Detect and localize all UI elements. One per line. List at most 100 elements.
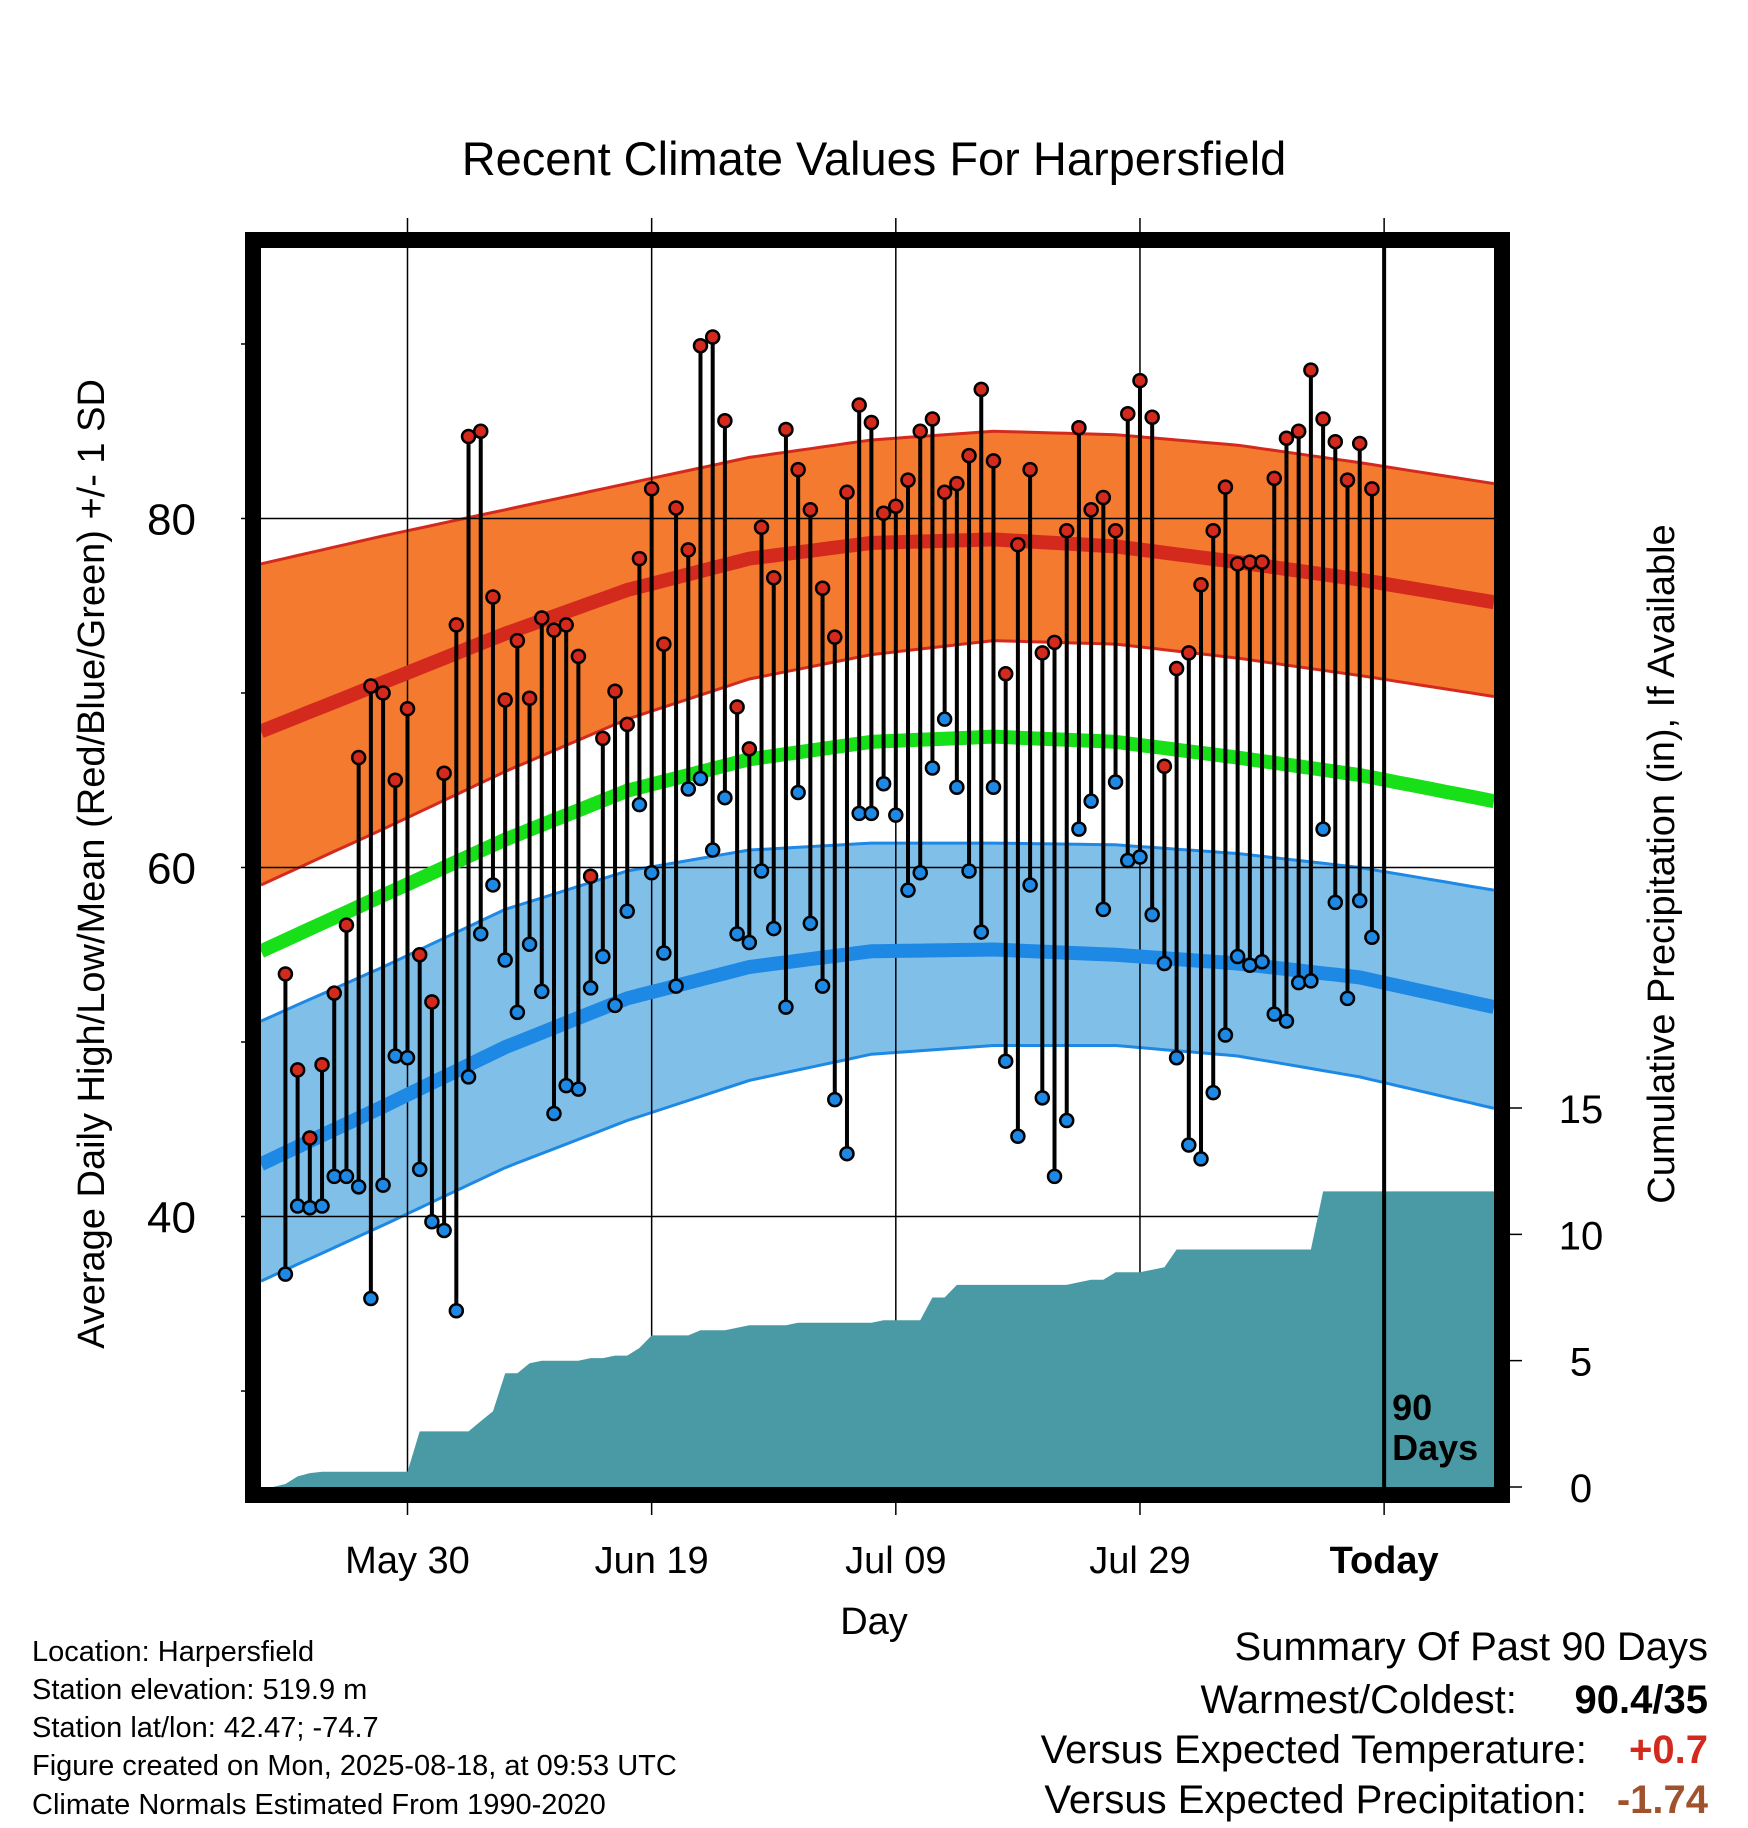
high-temp-point [643,481,660,497]
low-temp-point [1217,1027,1234,1043]
precip-departure-value: -1.74 [1616,1778,1708,1822]
high-temp-point [1278,430,1295,446]
y2-tick-label: 15 [1559,1088,1604,1132]
low-temp-point [839,1145,855,1162]
high-temp-point [472,423,489,439]
summary-precip-departure: Versus Expected Precipitation: -1.74 [1044,1780,1708,1820]
high-temp-point [509,632,526,649]
high-temp-point [1351,435,1368,452]
high-temp-point [778,421,794,438]
high-temp-point [1193,577,1209,593]
y-axis-label: Average Daily High/Low/Mean (Red/Blue/Gr… [71,379,113,1349]
high-temp-point [1144,409,1160,426]
high-temp-point [582,868,599,884]
low-temp-point [961,863,977,879]
high-temp-point [411,947,428,963]
high-temp-point [741,741,758,757]
low-temp-point [1254,953,1270,970]
low-temp-point [643,864,660,881]
precip-departure-label: Versus Expected Precipitation: [1044,1778,1587,1822]
high-temp-point [753,519,770,535]
low-temp-point [1339,990,1356,1007]
low-temp-point [1095,901,1112,918]
low-temp-point [302,1200,318,1216]
low-temp-point [753,863,770,879]
low-temp-point [1083,793,1099,809]
high-temp-point [363,678,379,694]
low-temp-point [1290,974,1307,991]
high-temp-point [326,985,342,1001]
low-temp-point [875,775,892,792]
high-temp-point [729,699,745,715]
low-temp-point [997,1053,1014,1069]
high-temp-point [485,589,501,605]
high-temp-point [1010,536,1026,553]
window-label-number: 90 [1392,1387,1432,1428]
x-axis-label: Day [840,1601,908,1643]
low-temp-point [1364,929,1380,946]
window-label-days: Days [1392,1427,1478,1468]
low-temp-point [668,978,684,994]
station-location: Location: Harpersfield [32,1636,315,1668]
low-temp-point [350,1179,367,1195]
low-temp-point [949,779,965,795]
low-temp-point [582,980,599,996]
warmest-coldest-value: 90.4/35 [1574,1678,1708,1722]
high-temp-point [802,502,819,518]
low-temp-point [1046,1168,1063,1185]
high-temp-point [1022,461,1038,478]
high-temp-point [1229,556,1246,572]
y-tick-label: 40 [147,1194,196,1243]
high-lower-line [261,639,1494,887]
low-sd-band [261,843,1494,1282]
high-temp-point [1095,489,1112,506]
low-temp-point [1229,948,1246,965]
high-temp-point [949,475,965,492]
high-temp-point [387,772,404,788]
high-temp-point [350,749,367,766]
high-temp-point [1107,522,1124,539]
low-temp-point [570,1081,587,1097]
low-temp-point [1181,1137,1197,1153]
low-temp-point [1266,1006,1283,1022]
high-temp-point [985,453,1002,469]
low-temp-point [1327,894,1344,911]
summary-warmest-coldest: Warmest/Coldest: 90.4/35 [1201,1680,1709,1720]
high-temp-point [521,690,538,706]
high-temp-point [607,683,623,699]
high-temp-point [936,484,953,501]
low-temp-point [338,1168,355,1185]
low-temp-point [1022,877,1038,893]
high-temp-point [1181,645,1197,661]
low-temp-point [863,805,880,822]
x-tick-label: Jul 29 [1089,1540,1190,1582]
high-temp-point [314,1056,330,1073]
high-normal-line [261,532,1494,738]
warmest-coldest-label: Warmest/Coldest: [1200,1678,1517,1722]
high-temp-point [277,966,294,982]
low-temp-point [656,945,672,961]
high-temp-point [692,337,709,354]
y2-tick-label: 5 [1570,1341,1592,1385]
high-temp-point [619,716,635,733]
low-temp-point [1132,849,1148,865]
climate-normals-period: Climate Normals Estimated From 1990-2020 [32,1789,606,1821]
low-temp-point [424,1213,440,1230]
station-latlon: Station lat/lon: 42.47; -74.7 [32,1712,379,1744]
high-temp-point [534,610,550,626]
low-temp-point [814,978,831,994]
high-temp-point [839,484,855,501]
y2-axis-label: Cumulative Precipitation (in), If Availa… [1641,524,1683,1203]
low-temp-point [595,948,611,965]
high-temp-point [790,461,806,478]
low-temp-point [1278,1013,1295,1029]
low-temp-point [472,926,489,942]
low-temp-point [521,936,538,953]
low-temp-point [375,1177,391,1193]
low-temp-point [1156,955,1173,972]
high-temp-point [289,1062,306,1078]
low-temp-point [1193,1151,1209,1167]
low-temp-point [717,789,733,806]
low-temp-point [1168,1049,1185,1066]
